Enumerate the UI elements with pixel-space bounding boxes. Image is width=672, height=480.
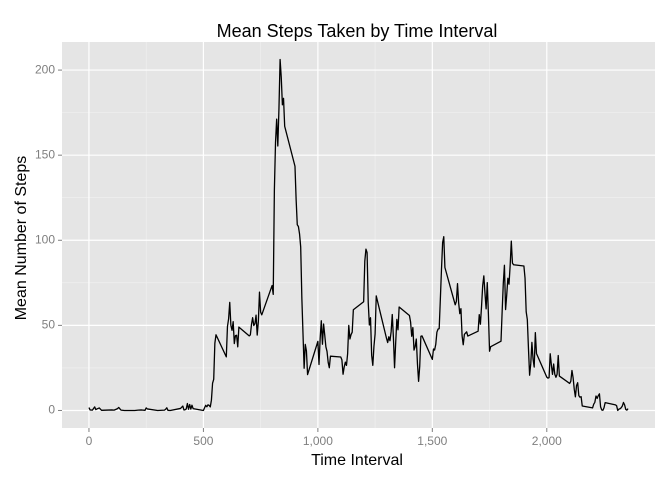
y-tick-label: 150	[35, 147, 55, 161]
x-tick-label: 1,500	[417, 434, 447, 448]
y-tick-label: 100	[35, 232, 55, 246]
x-tick-label: 2,000	[532, 434, 562, 448]
y-axis-label: Mean Number of Steps	[13, 156, 30, 321]
x-tick-label: 1,000	[303, 434, 333, 448]
chart-title: Mean Steps Taken by Time Interval	[217, 21, 498, 41]
y-tick-label: 200	[35, 62, 55, 76]
line	[88, 58, 629, 412]
x-axis-label: Time Interval	[311, 452, 403, 469]
y-tick-label: 50	[42, 318, 56, 332]
plot-panel	[62, 42, 655, 428]
x-tick-label: 0	[86, 434, 93, 448]
y-tick-label: 0	[48, 403, 55, 417]
x-tick-label: 500	[193, 434, 213, 448]
